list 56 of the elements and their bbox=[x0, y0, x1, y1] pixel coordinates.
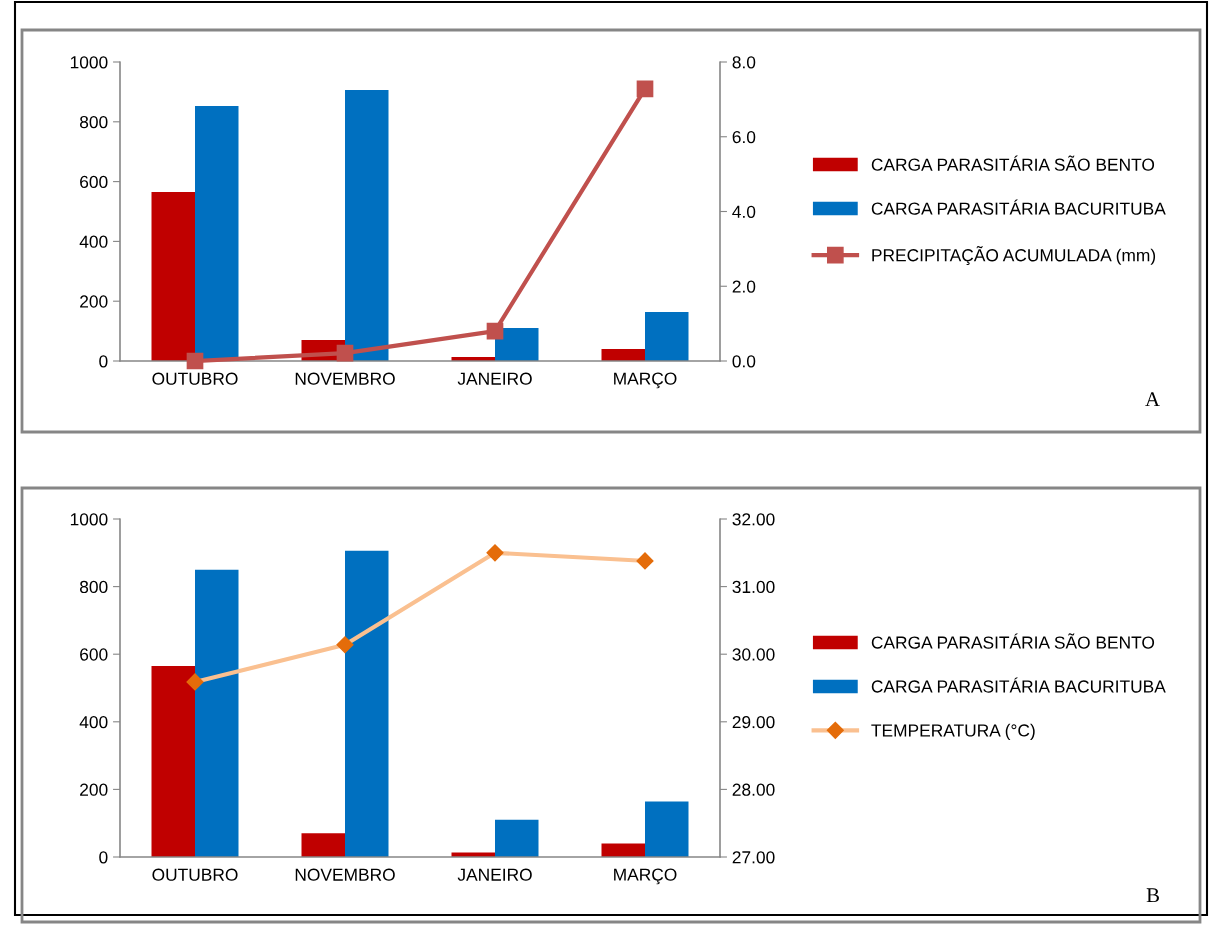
y-tick-label: 800 bbox=[79, 115, 108, 129]
y-tick-label: 200 bbox=[80, 295, 108, 308]
y-tick-label: 800 bbox=[79, 580, 108, 594]
y-tick-label: 600 bbox=[80, 648, 108, 661]
bar bbox=[495, 819, 539, 857]
y-tick-label: 0 bbox=[99, 851, 108, 864]
x-tick-label: MARÇO bbox=[614, 868, 677, 885]
bar bbox=[645, 311, 689, 361]
text: A bbox=[1145, 392, 1160, 407]
y-tick-label: 400 bbox=[79, 235, 108, 248]
bar bbox=[195, 569, 239, 857]
y2-tick-label: 32.00 bbox=[732, 513, 775, 526]
y2-tick-label: 2.0 bbox=[732, 280, 756, 293]
x-tick-label: JANEIRO bbox=[457, 868, 532, 881]
bar bbox=[301, 833, 345, 857]
point bbox=[336, 344, 354, 362]
x-tick-label: MARÇO bbox=[614, 372, 677, 389]
y2-tick-label: 27.00 bbox=[732, 851, 775, 864]
y2-tick-label: 8.0 bbox=[732, 56, 756, 69]
bar bbox=[601, 843, 645, 857]
y-tick-label: 400 bbox=[79, 715, 108, 729]
x-tick-label: NOVEMBRO bbox=[295, 868, 395, 881]
point bbox=[636, 80, 654, 98]
legend-label: CARGA PARASITÁRIA SÃO BENTO bbox=[871, 155, 1155, 171]
legend-label: PRECIPITAÇÃO ACUMULADA (mm) bbox=[872, 246, 1156, 265]
y-tick-label: 1000 bbox=[70, 513, 108, 526]
y-tick-label: 200 bbox=[80, 783, 108, 796]
x-tick-label: NOVEMBRO bbox=[295, 372, 395, 385]
bar bbox=[195, 105, 239, 361]
bar bbox=[151, 192, 195, 361]
y-tick-label: 600 bbox=[80, 175, 108, 189]
y-tick-label: 1000 bbox=[70, 56, 108, 69]
legend-label: CARGA PARASITÁRIA BACURITUBA bbox=[871, 199, 1166, 215]
y2-tick-label: 31.00 bbox=[732, 580, 775, 594]
point bbox=[486, 322, 504, 340]
y2-tick-label: 4.0 bbox=[732, 205, 756, 218]
x-tick-label: JANEIRO bbox=[457, 372, 532, 385]
y-tick-label: 0 bbox=[99, 355, 108, 368]
x-tick-label: OUTUBRO bbox=[152, 372, 238, 385]
y2-tick-label: 29.00 bbox=[732, 715, 775, 729]
bar bbox=[345, 550, 389, 857]
bar bbox=[645, 801, 689, 857]
y2-tick-label: 30.00 bbox=[732, 648, 775, 661]
y2-tick-label: 28.00 bbox=[732, 783, 775, 796]
text: B bbox=[1146, 888, 1159, 903]
legend-label: CARGA PARASITÁRIA BACURITUBA bbox=[871, 677, 1166, 693]
y2-tick-label: 0.0 bbox=[732, 355, 756, 368]
point bbox=[186, 352, 204, 370]
x-tick-label: OUTUBRO bbox=[152, 868, 238, 881]
bar bbox=[151, 666, 195, 857]
legend-label: CARGA PARASITÁRIA SÃO BENTO bbox=[871, 633, 1155, 649]
y2-tick-label: 6.0 bbox=[732, 130, 756, 144]
legend-label: TEMPERATURA (°C) bbox=[871, 723, 1035, 741]
bar bbox=[601, 349, 645, 361]
bar bbox=[345, 90, 389, 361]
bar bbox=[495, 328, 539, 361]
